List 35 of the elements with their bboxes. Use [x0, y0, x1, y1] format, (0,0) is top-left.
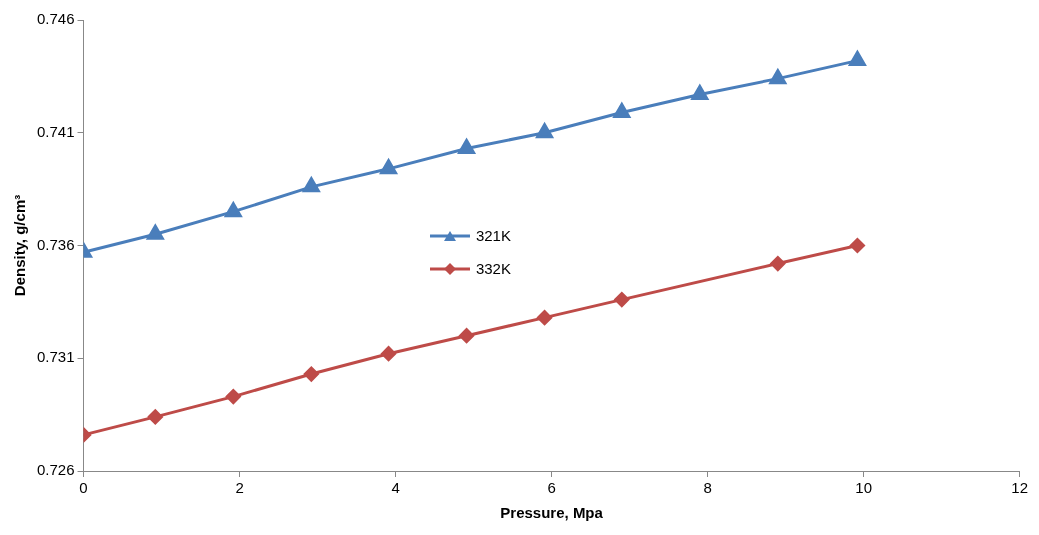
point [770, 256, 786, 272]
point [691, 84, 709, 100]
point [459, 328, 475, 344]
point [303, 366, 319, 382]
point [769, 69, 787, 85]
point [225, 389, 241, 405]
point [302, 177, 320, 193]
y-tick-label: 0.726 [36, 461, 75, 479]
point [147, 409, 163, 425]
y-axis-title: Density, g/cm³ [11, 194, 29, 297]
point [614, 292, 630, 308]
y-tick-label: 0.736 [36, 235, 75, 253]
x-tick-label: 6 [547, 479, 556, 497]
x-tick-label: 8 [703, 479, 712, 497]
y-tick-label: 0.741 [36, 122, 75, 140]
x-tick-label: 12 [1011, 479, 1028, 497]
x-tick-label: 4 [391, 479, 400, 497]
point [381, 346, 397, 362]
point [536, 123, 553, 139]
legend-label: 332K [475, 260, 511, 278]
point [613, 102, 631, 118]
legend-label: 321K [475, 227, 511, 245]
point [849, 238, 865, 253]
x-axis-title: Pressure, Mpa [500, 504, 604, 522]
x-tick-label: 0 [79, 479, 88, 497]
y-tick-label: 0.746 [36, 10, 75, 28]
point [458, 139, 475, 155]
y-tick-label: 0.731 [36, 348, 75, 366]
point [380, 159, 397, 175]
point [146, 224, 164, 240]
x-tick-label: 10 [855, 479, 872, 497]
point [224, 202, 242, 218]
x-tick-label: 2 [235, 479, 244, 497]
point [537, 310, 553, 326]
point [848, 51, 866, 67]
